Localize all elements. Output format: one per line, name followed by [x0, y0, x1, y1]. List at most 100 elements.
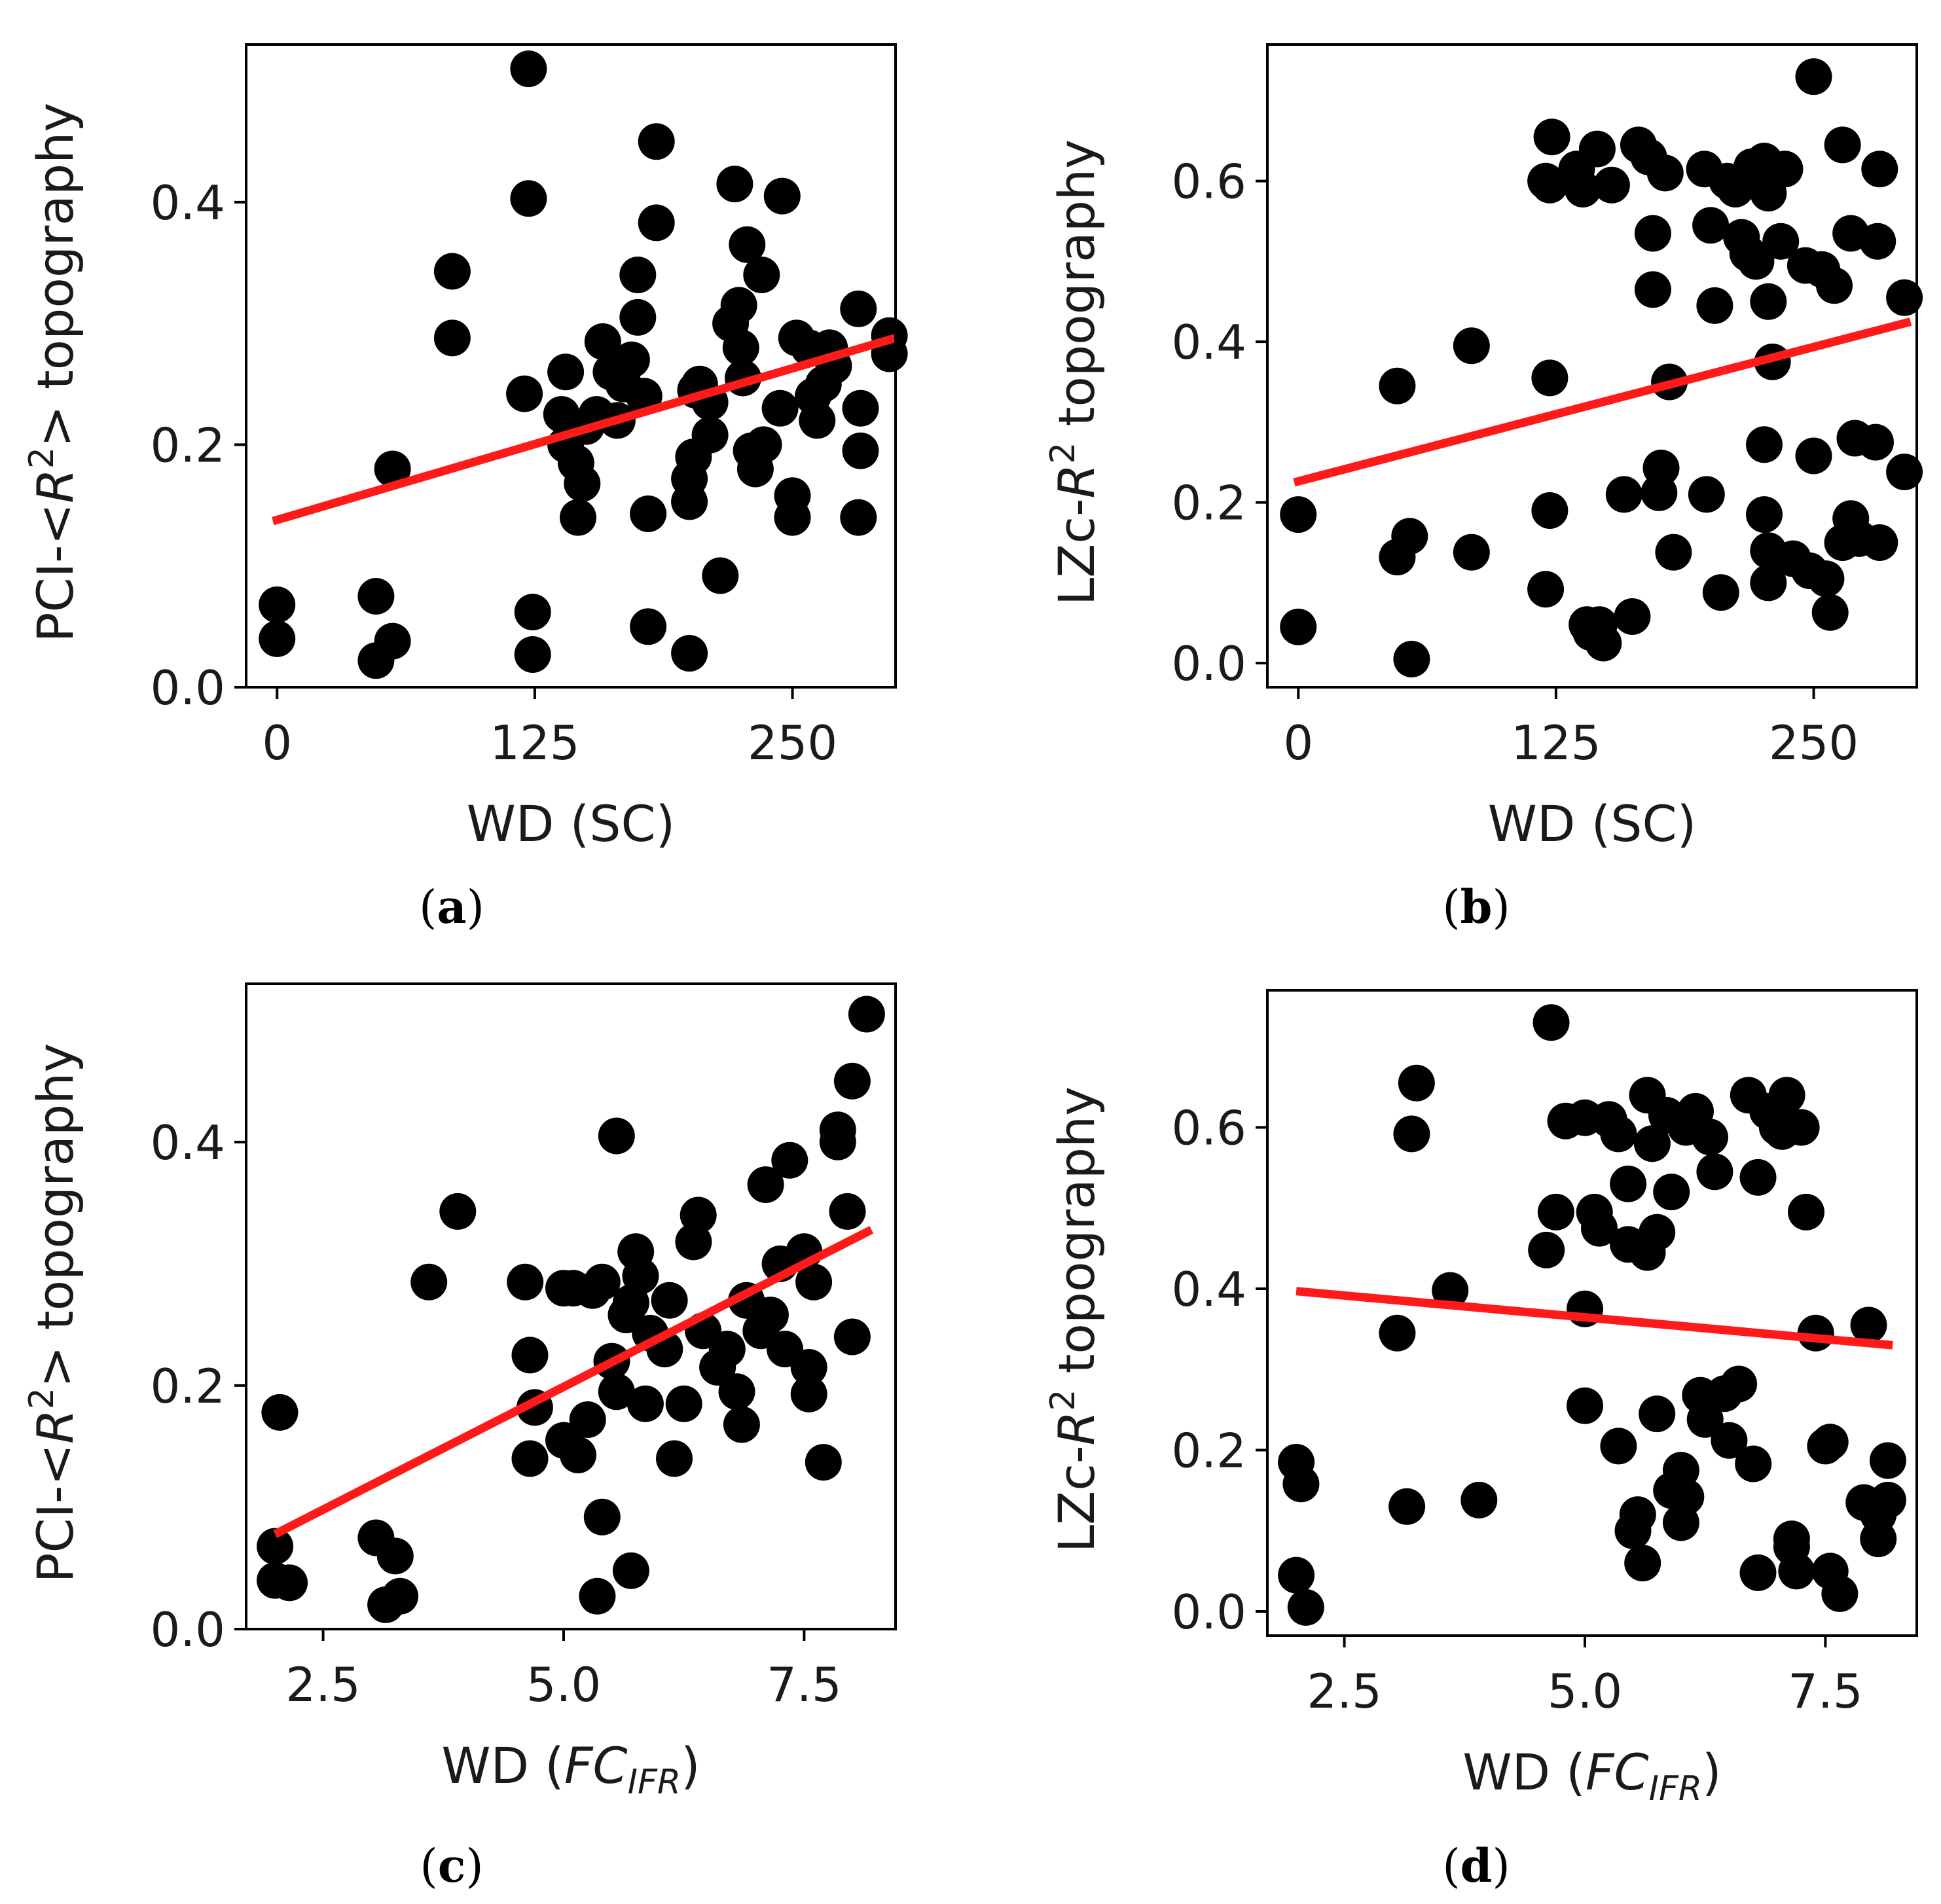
- data-point: [382, 1577, 419, 1615]
- data-point: [433, 319, 471, 357]
- data-point: [1686, 1401, 1724, 1438]
- panel-caption: (c): [420, 1839, 483, 1893]
- data-point: [579, 1577, 616, 1615]
- data-point: [1735, 1445, 1772, 1482]
- data-point: [790, 1349, 827, 1386]
- data-point: [1850, 1306, 1887, 1344]
- data-point: [598, 1117, 635, 1155]
- y-tick-label: 0.0: [150, 660, 225, 715]
- panel-a: 0 125 250 0.0 0.2 0.4 WD (SC) PCI-<R2> topograp…: [22, 43, 908, 934]
- panel-b: 0 125 250 0.0 0.2 0.4 0.6 WD (SC) LZc-R2 topogra…: [1043, 43, 1923, 934]
- data-point: [612, 1552, 649, 1589]
- data-point: [1388, 1488, 1426, 1525]
- data-point: [1528, 1231, 1565, 1268]
- data-point: [1886, 279, 1923, 316]
- data-point: [1564, 171, 1601, 207]
- data-point: [1567, 1387, 1603, 1424]
- data-point: [1702, 574, 1739, 611]
- data-point: [560, 499, 596, 536]
- data-point: [1737, 243, 1775, 280]
- panel-caption: (a): [419, 880, 484, 934]
- data-point: [1795, 58, 1832, 96]
- y-tick-label: 0.0: [150, 1602, 225, 1657]
- data-point: [1824, 126, 1861, 164]
- axes-frame: [1266, 43, 1918, 689]
- data-point: [261, 1393, 299, 1431]
- data-point: [745, 426, 782, 463]
- axes-frame: [245, 982, 897, 1630]
- data-point: [774, 499, 811, 536]
- data-point: [1807, 560, 1845, 598]
- data-point: [1746, 496, 1783, 533]
- data-point: [1634, 271, 1671, 308]
- data-point: [1533, 1004, 1570, 1041]
- x-tick-label: 250: [1769, 715, 1859, 770]
- data-point: [1634, 215, 1671, 252]
- data-point: [1783, 1109, 1820, 1146]
- data-point: [564, 465, 601, 502]
- data-point: [583, 1263, 621, 1301]
- data-point: [671, 635, 708, 672]
- data-point: [833, 1318, 871, 1356]
- data-point: [1600, 1428, 1637, 1465]
- data-point: [691, 416, 729, 454]
- x-tick-label: 2.5: [285, 1657, 361, 1712]
- x-tick-label: 5.0: [1548, 1664, 1623, 1719]
- data-point: [1393, 1115, 1430, 1153]
- data-point: [1860, 1520, 1897, 1558]
- data-point: [1869, 1481, 1906, 1518]
- data-point: [833, 1062, 871, 1100]
- data-point: [1581, 1210, 1618, 1247]
- points-d: [1278, 1004, 1906, 1626]
- axes-frame: [245, 43, 897, 689]
- data-point: [656, 1440, 693, 1477]
- data-point: [1859, 223, 1896, 260]
- points-c: [257, 996, 885, 1623]
- data-point: [626, 1385, 664, 1422]
- data-point: [506, 375, 543, 412]
- regression-line: [272, 334, 897, 526]
- data-point: [716, 166, 753, 203]
- data-point: [723, 1406, 760, 1443]
- data-point: [761, 389, 799, 427]
- data-point: [1861, 151, 1898, 188]
- x-tick-label: 7.5: [767, 1657, 842, 1712]
- data-point: [433, 253, 471, 290]
- x-tick-label: 7.5: [1788, 1664, 1863, 1719]
- data-point: [1816, 267, 1853, 304]
- data-point: [1696, 287, 1733, 324]
- data-point: [1610, 1165, 1647, 1202]
- data-point: [511, 1337, 549, 1374]
- data-point: [410, 1263, 448, 1301]
- data-point: [638, 204, 675, 242]
- data-point: [1432, 1272, 1469, 1309]
- data-point: [795, 1263, 833, 1301]
- panel-caption: (d): [1442, 1839, 1510, 1893]
- data-point: [514, 594, 551, 631]
- data-point: [1531, 492, 1569, 529]
- data-point: [1811, 594, 1849, 631]
- x-axis-label: WD (SC): [1488, 795, 1696, 853]
- data-point: [1655, 533, 1692, 571]
- data-point: [1886, 454, 1923, 490]
- data-point: [511, 1440, 549, 1477]
- data-point: [439, 1193, 477, 1230]
- data-point: [819, 1123, 856, 1160]
- x-tick-label: 0: [1283, 715, 1313, 770]
- data-point: [259, 586, 296, 623]
- data-point: [638, 123, 675, 160]
- x-tick-label: 2.5: [1307, 1664, 1382, 1719]
- data-point: [743, 257, 780, 293]
- data-point: [1750, 564, 1787, 602]
- data-point: [376, 1537, 414, 1575]
- data-point: [1605, 476, 1642, 513]
- data-point: [1460, 1481, 1498, 1518]
- data-point: [630, 608, 667, 645]
- data-point: [840, 290, 877, 327]
- data-point: [840, 499, 877, 536]
- data-point: [598, 1373, 635, 1410]
- data-point: [675, 1223, 712, 1261]
- data-point: [1762, 223, 1800, 260]
- data-point: [720, 287, 757, 324]
- panel-d: 2.5 5.0 7.5 0.0 0.2 0.4 0.6 WD (FCIFR) LZc-R2 to…: [1043, 989, 1918, 1893]
